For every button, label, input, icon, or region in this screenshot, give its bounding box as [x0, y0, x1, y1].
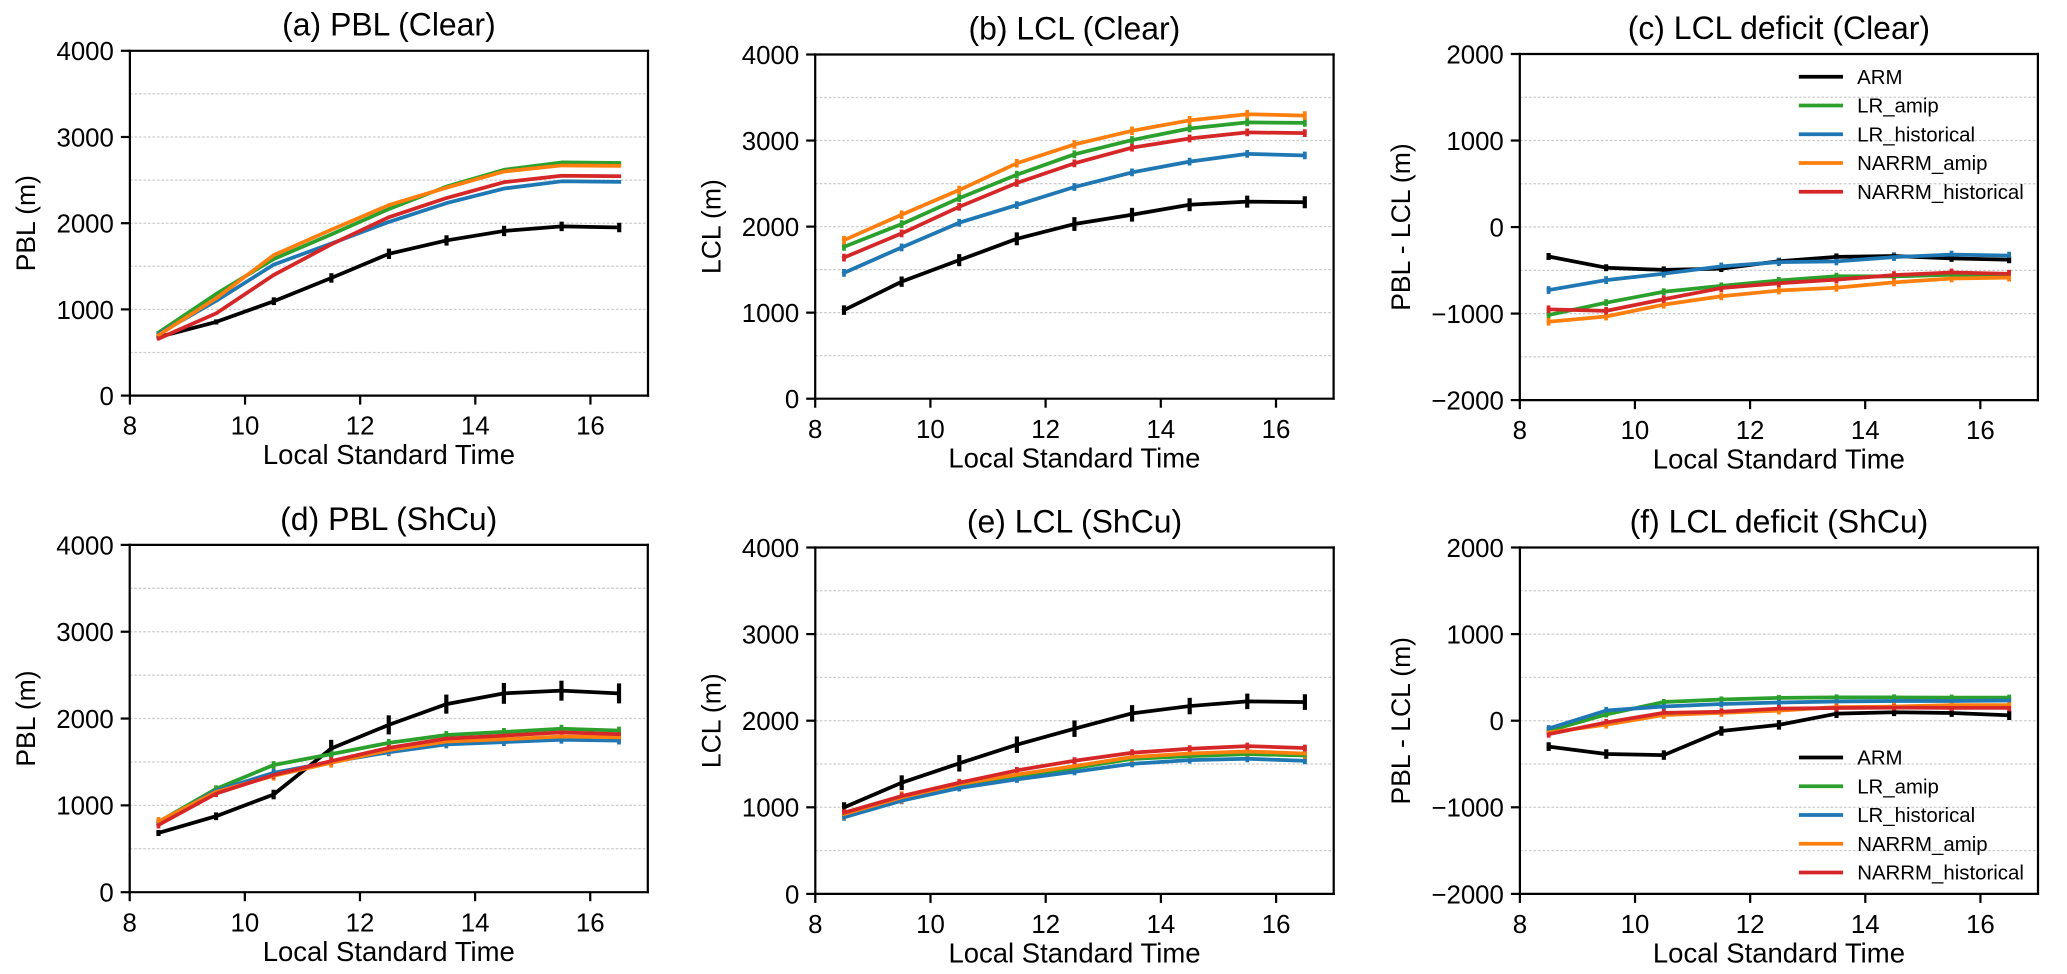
svg-text:1000: 1000	[56, 297, 113, 325]
svg-text:12: 12	[346, 413, 375, 441]
svg-text:14: 14	[1851, 417, 1880, 445]
svg-text:1000: 1000	[56, 793, 113, 821]
svg-text:Local Standard Time: Local Standard Time	[1653, 444, 1905, 475]
svg-text:(b) LCL (Clear): (b) LCL (Clear)	[969, 10, 1181, 46]
svg-text:−1000: −1000	[1431, 301, 1504, 329]
svg-text:3000: 3000	[742, 128, 799, 156]
svg-text:14: 14	[1147, 911, 1176, 939]
svg-text:(c) LCL deficit (Clear): (c) LCL deficit (Clear)	[1628, 10, 1930, 46]
svg-text:2000: 2000	[1446, 41, 1503, 69]
svg-text:2000: 2000	[742, 708, 799, 736]
svg-text:0: 0	[1490, 708, 1504, 736]
svg-text:1000: 1000	[1446, 128, 1503, 156]
svg-text:Local Standard Time: Local Standard Time	[948, 937, 1200, 968]
svg-text:10: 10	[231, 413, 260, 441]
svg-text:8: 8	[808, 911, 822, 939]
svg-text:8: 8	[123, 909, 137, 937]
svg-text:10: 10	[1621, 417, 1650, 445]
svg-text:PBL (m): PBL (m)	[11, 175, 41, 271]
svg-text:(e) LCL (ShCu): (e) LCL (ShCu)	[967, 503, 1182, 539]
svg-text:8: 8	[808, 416, 822, 444]
svg-text:10: 10	[916, 416, 945, 444]
svg-text:3000: 3000	[742, 621, 799, 649]
svg-text:LR_amip: LR_amip	[1857, 96, 1939, 118]
svg-text:NARRM_historical: NARRM_historical	[1857, 863, 2024, 885]
svg-text:14: 14	[1851, 911, 1880, 939]
svg-text:14: 14	[461, 413, 490, 441]
svg-text:16: 16	[1966, 417, 1995, 445]
svg-text:2000: 2000	[1446, 535, 1503, 563]
svg-text:−2000: −2000	[1431, 881, 1504, 909]
svg-text:4000: 4000	[742, 535, 799, 563]
svg-text:Local Standard Time: Local Standard Time	[263, 439, 515, 470]
svg-text:−1000: −1000	[1431, 795, 1504, 823]
svg-text:3000: 3000	[56, 619, 113, 647]
svg-text:NARRM_historical: NARRM_historical	[1857, 182, 2024, 204]
svg-text:(d) PBL (ShCu): (d) PBL (ShCu)	[280, 501, 497, 537]
svg-text:LR_historical: LR_historical	[1857, 124, 1975, 146]
svg-text:4000: 4000	[56, 38, 113, 66]
svg-text:2000: 2000	[56, 706, 113, 734]
svg-text:12: 12	[1031, 416, 1060, 444]
svg-text:1000: 1000	[742, 795, 799, 823]
svg-text:16: 16	[576, 413, 605, 441]
svg-text:0: 0	[99, 880, 113, 908]
svg-text:0: 0	[100, 383, 114, 411]
svg-text:16: 16	[1262, 416, 1291, 444]
svg-text:PBL - LCL (m): PBL - LCL (m)	[1386, 637, 1416, 804]
svg-text:8: 8	[1513, 911, 1527, 939]
svg-text:NARRM_amip: NARRM_amip	[1857, 834, 1987, 856]
svg-text:12: 12	[346, 909, 375, 937]
svg-text:LCL (m): LCL (m)	[696, 179, 726, 274]
svg-text:LCL (m): LCL (m)	[697, 673, 727, 768]
svg-text:16: 16	[1966, 911, 1995, 939]
svg-text:1000: 1000	[742, 300, 799, 328]
svg-text:2000: 2000	[56, 211, 113, 239]
svg-text:8: 8	[123, 413, 137, 441]
svg-text:LR_amip: LR_amip	[1857, 776, 1939, 798]
svg-text:0: 0	[1489, 214, 1503, 242]
svg-text:16: 16	[576, 909, 605, 937]
svg-text:2000: 2000	[742, 214, 799, 242]
svg-text:8: 8	[1513, 417, 1527, 445]
svg-text:(a) PBL (Clear): (a) PBL (Clear)	[282, 7, 496, 43]
svg-text:0: 0	[785, 386, 799, 414]
svg-text:1000: 1000	[1446, 621, 1503, 649]
svg-text:12: 12	[1031, 911, 1060, 939]
svg-text:10: 10	[1621, 911, 1650, 939]
svg-text:NARRM_amip: NARRM_amip	[1857, 153, 1987, 175]
svg-text:ARM: ARM	[1857, 748, 1902, 770]
svg-text:14: 14	[1146, 416, 1175, 444]
svg-text:−2000: −2000	[1431, 387, 1504, 415]
svg-text:LR_historical: LR_historical	[1857, 805, 1975, 827]
svg-text:14: 14	[461, 909, 490, 937]
svg-text:Local Standard Time: Local Standard Time	[948, 442, 1200, 473]
svg-text:12: 12	[1736, 911, 1765, 939]
svg-text:10: 10	[230, 909, 259, 937]
svg-text:ARM: ARM	[1857, 67, 1902, 89]
svg-text:Local Standard Time: Local Standard Time	[263, 936, 515, 967]
svg-text:4000: 4000	[56, 532, 113, 560]
svg-text:0: 0	[785, 881, 799, 909]
svg-text:4000: 4000	[742, 42, 799, 70]
svg-text:PBL - LCL (m): PBL - LCL (m)	[1386, 143, 1416, 310]
svg-text:PBL (m): PBL (m)	[11, 670, 41, 766]
svg-text:(f) LCL deficit (ShCu): (f) LCL deficit (ShCu)	[1630, 503, 1929, 539]
svg-text:12: 12	[1736, 417, 1765, 445]
svg-text:10: 10	[916, 911, 945, 939]
svg-text:3000: 3000	[56, 124, 113, 152]
svg-text:16: 16	[1262, 911, 1291, 939]
svg-text:Local Standard Time: Local Standard Time	[1653, 937, 1905, 968]
